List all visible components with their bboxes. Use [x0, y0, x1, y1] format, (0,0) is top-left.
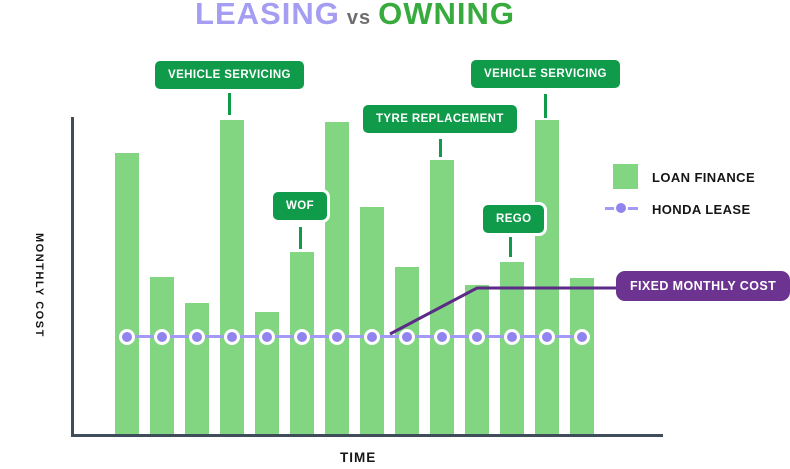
honda-lease-dot: [399, 328, 415, 345]
legend-honda-lease-dot: [614, 201, 628, 215]
y-axis-label: MONTHLY COST: [33, 233, 45, 338]
title-owning: OWNING: [378, 0, 515, 31]
honda-lease-dot: [224, 328, 240, 345]
y-axis-line: [71, 117, 74, 437]
loan-finance-bar: [325, 122, 349, 436]
loan-finance-bar: [150, 277, 174, 436]
honda-lease-dot: [504, 328, 520, 345]
callout-tyre-replacement: TYRE REPLACEMENT: [360, 102, 520, 136]
loan-finance-bar: [535, 120, 559, 436]
honda-lease-dot: [469, 328, 485, 345]
honda-lease-line: [121, 335, 588, 338]
callout-pointer-wof: [299, 227, 302, 249]
callout-rego: REGO: [480, 202, 548, 236]
loan-finance-bar: [430, 160, 454, 436]
loan-finance-bar: [115, 153, 139, 436]
legend-loan-finance-label: LOAN FINANCE: [652, 170, 756, 185]
honda-lease-dot: [189, 328, 205, 345]
callout-vehicle-servicing-1: VEHICLE SERVICING: [152, 58, 307, 92]
callout-pointer-vehicle-servicing-1: [228, 93, 231, 115]
callout-pointer-rego: [509, 237, 512, 257]
loan-finance-bar: [395, 267, 419, 436]
honda-lease-dot: [154, 328, 170, 345]
x-axis-label: TIME: [340, 450, 377, 465]
loan-finance-bar: [570, 278, 594, 436]
honda-lease-dot: [329, 328, 345, 345]
honda-lease-dot: [294, 328, 310, 345]
callout-vehicle-servicing-2: VEHICLE SERVICING: [468, 57, 623, 91]
honda-lease-dot: [539, 328, 555, 345]
loan-finance-bar: [465, 285, 489, 436]
callout-wof: WOF: [270, 189, 331, 223]
legend-honda-lease-label: HONDA LEASE: [652, 202, 751, 217]
honda-lease-dot: [259, 328, 275, 345]
honda-lease-dot: [119, 328, 135, 345]
loan-finance-bar: [360, 207, 384, 436]
callout-pointer-vehicle-servicing-2: [544, 94, 547, 118]
x-axis-line: [71, 434, 663, 437]
honda-lease-dot: [364, 328, 380, 345]
callout-pointer-tyre-replacement: [439, 139, 442, 157]
legend-loan-finance-swatch: [613, 164, 638, 189]
honda-lease-dot: [434, 328, 450, 345]
title-vs: vs: [346, 7, 372, 29]
loan-finance-bar: [500, 262, 524, 436]
loan-finance-bar: [220, 120, 244, 436]
callout-fixed-monthly-cost: FIXED MONTHLY COST: [616, 271, 790, 301]
honda-lease-dot: [574, 328, 590, 345]
title-leasing: LEASING: [195, 0, 340, 31]
loan-finance-bar: [185, 303, 209, 436]
page-title: LEASING vs OWNING: [0, 0, 710, 32]
